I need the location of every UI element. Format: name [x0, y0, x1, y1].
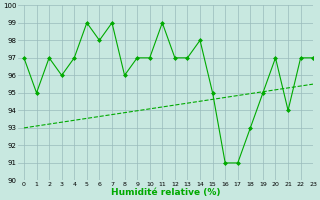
X-axis label: Humidité relative (%): Humidité relative (%)	[111, 188, 220, 197]
